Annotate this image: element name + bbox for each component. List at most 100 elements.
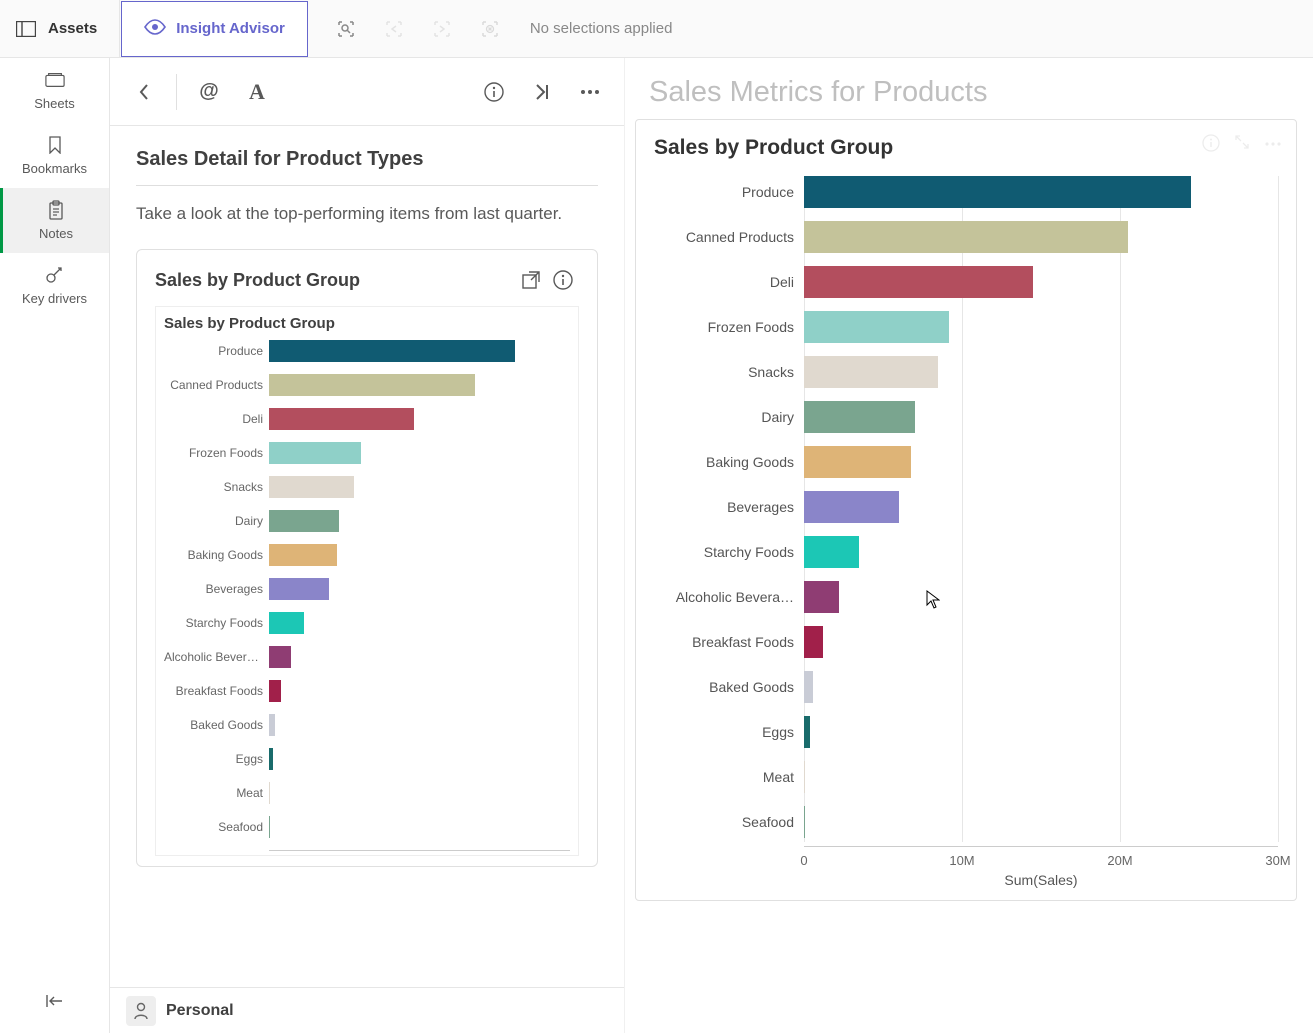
sidebar-item-notes[interactable]: Notes — [0, 188, 109, 253]
bar-label: Dairy — [164, 514, 269, 528]
bar-label: Breakfast Foods — [654, 634, 804, 650]
sidebar-item-sheets[interactable]: Sheets — [0, 58, 109, 123]
bar[interactable] — [804, 266, 1033, 298]
assets-label: Assets — [48, 20, 97, 37]
info-button[interactable] — [472, 70, 516, 114]
smart-search-icon[interactable] — [336, 19, 356, 39]
assets-button[interactable]: Assets — [0, 0, 120, 58]
main-chart-title: Sales by Product Group — [654, 136, 1278, 160]
bar-label: Breakfast Foods — [164, 684, 269, 698]
sidebar-item-label: Notes — [39, 226, 73, 241]
bar[interactable] — [804, 671, 813, 703]
main-content: Sales Metrics for Products Sales by Prod… — [625, 58, 1313, 1033]
chart-info-icon[interactable] — [547, 264, 579, 296]
sidebar-item-label: Key drivers — [22, 291, 87, 306]
notes-text: Take a look at the top-performing items … — [136, 200, 598, 227]
toolbar-divider — [176, 74, 177, 110]
expand-icon[interactable] — [1234, 134, 1250, 155]
selection-tools — [308, 19, 500, 39]
bar[interactable] — [804, 536, 859, 568]
bar-label: Dairy — [654, 409, 804, 425]
bar-label: Beverages — [654, 499, 804, 515]
bar[interactable] — [804, 626, 823, 658]
sidebar-item-bookmarks[interactable]: Bookmarks — [0, 123, 109, 188]
chart-snapshot-title: Sales by Product Group — [164, 315, 570, 332]
x-tick: 10M — [949, 853, 974, 868]
chart-card-title: Sales by Product Group — [155, 270, 515, 291]
insight-icon — [144, 18, 166, 40]
assets-icon — [16, 19, 36, 39]
format-text-button[interactable]: A — [235, 70, 279, 114]
main-chart-card: Sales by Product Group ProduceCanned Pro… — [635, 119, 1297, 901]
bar-label: Alcoholic Bevera… — [654, 589, 804, 605]
bar[interactable] — [804, 311, 949, 343]
bar[interactable] — [269, 646, 291, 668]
x-tick: 20M — [1107, 853, 1132, 868]
bar[interactable] — [269, 782, 270, 804]
bar[interactable] — [804, 221, 1128, 253]
bar[interactable] — [269, 748, 273, 770]
bar[interactable] — [269, 510, 339, 532]
chart-snapshot: ProduceCanned ProductsDeliFrozen FoodsSn… — [164, 340, 570, 851]
bar[interactable] — [804, 716, 810, 748]
bar-label: Baking Goods — [654, 454, 804, 470]
bar[interactable] — [269, 374, 475, 396]
bar[interactable] — [269, 612, 304, 634]
chart-info-icon[interactable] — [1202, 134, 1220, 155]
bar[interactable] — [269, 442, 361, 464]
top-toolbar: Assets Insight Advisor No selections app… — [0, 0, 1313, 58]
bar-label: Seafood — [164, 820, 269, 834]
bar[interactable] — [804, 446, 911, 478]
bar[interactable] — [269, 578, 329, 600]
bar[interactable] — [269, 544, 337, 566]
bar[interactable] — [269, 340, 515, 362]
step-back-icon[interactable] — [384, 19, 404, 39]
bar[interactable] — [269, 408, 414, 430]
clear-selections-icon[interactable] — [480, 19, 500, 39]
collapse-sidebar-button[interactable] — [0, 993, 109, 1009]
bar-label: Beverages — [164, 582, 269, 596]
insight-advisor-button[interactable]: Insight Advisor — [121, 1, 308, 57]
mention-button[interactable]: @ — [187, 70, 231, 114]
bar-label: Produce — [654, 184, 804, 200]
bar[interactable] — [804, 176, 1191, 208]
sidebar-item-keydrivers[interactable]: Key drivers — [0, 253, 109, 318]
left-sidebar: Sheets Bookmarks Notes Key drivers — [0, 58, 110, 1033]
bar[interactable] — [804, 761, 805, 793]
open-chart-icon[interactable] — [515, 264, 547, 296]
bar[interactable] — [804, 491, 899, 523]
bar-label: Baked Goods — [654, 679, 804, 695]
person-icon — [126, 996, 156, 1026]
bar[interactable] — [269, 476, 354, 498]
more-button[interactable] — [568, 70, 612, 114]
insight-advisor-label: Insight Advisor — [176, 20, 285, 37]
personal-label: Personal — [166, 1002, 234, 1020]
bar[interactable] — [269, 680, 281, 702]
bar-label: Eggs — [164, 752, 269, 766]
bar-label: Starchy Foods — [654, 544, 804, 560]
main-chart[interactable]: ProduceCanned ProductsDeliFrozen FoodsSn… — [654, 176, 1278, 838]
chart-snapshot-inner: Sales by Product Group ProduceCanned Pro… — [155, 306, 579, 856]
bar[interactable] — [804, 356, 938, 388]
notes-body: Sales Detail for Product Types Take a lo… — [110, 126, 624, 987]
bar[interactable] — [804, 401, 915, 433]
back-button[interactable] — [122, 70, 166, 114]
keydrivers-icon — [45, 265, 65, 285]
sidebar-item-label: Bookmarks — [22, 161, 87, 176]
notes-toolbar: @ A — [110, 58, 624, 126]
chart-more-icon[interactable] — [1264, 134, 1282, 155]
bar-label: Seafood — [654, 814, 804, 830]
bookmark-icon — [45, 135, 65, 155]
bar-label: Eggs — [654, 724, 804, 740]
bar-label: Alcoholic Bevera… — [164, 650, 269, 664]
goto-end-button[interactable] — [520, 70, 564, 114]
sidebar-item-label: Sheets — [34, 96, 74, 111]
personal-bar[interactable]: Personal — [110, 987, 624, 1033]
bar-label: Baked Goods — [164, 718, 269, 732]
bar[interactable] — [804, 581, 839, 613]
chart-snapshot-card: Sales by Product Group Sales by Product … — [136, 249, 598, 867]
step-forward-icon[interactable] — [432, 19, 452, 39]
bar-label: Meat — [164, 786, 269, 800]
bar[interactable] — [269, 714, 275, 736]
bar-label: Meat — [654, 769, 804, 785]
